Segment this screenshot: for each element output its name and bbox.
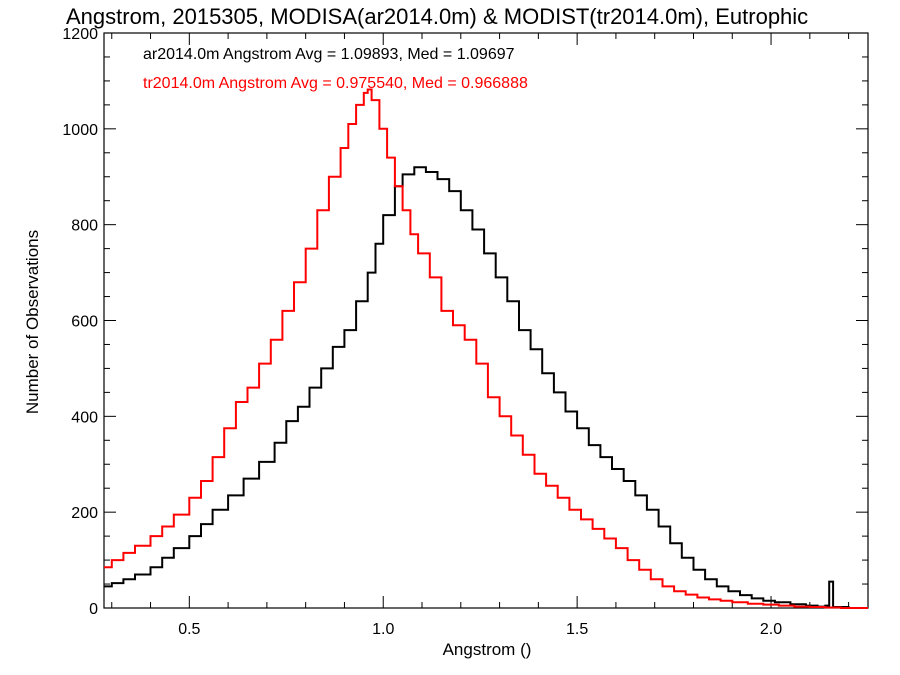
x-tick-label: 2.0 — [760, 621, 782, 638]
y-axis-label: Number of Observations — [23, 230, 42, 414]
plot-border — [103, 32, 869, 609]
y-tick-label: 0 — [89, 601, 98, 618]
chart-title: Angstrom, 2015305, MODISA(ar2014.0m) & M… — [66, 4, 808, 29]
x-tick-label: 1.5 — [566, 621, 588, 638]
legend: ar2014.0m Angstrom Avg = 1.09893, Med = … — [143, 46, 528, 92]
y-tick-label: 200 — [71, 505, 98, 522]
legend-entry: ar2014.0m Angstrom Avg = 1.09893, Med = … — [143, 46, 515, 63]
y-tick-label: 800 — [71, 218, 98, 235]
y-tick-label: 1000 — [62, 122, 98, 139]
series-line-ar2014 — [104, 166, 868, 609]
x-tick-label: 1.0 — [372, 621, 394, 638]
y-tick-label: 600 — [71, 314, 98, 331]
legend-entry: tr2014.0m Angstrom Avg = 0.975540, Med =… — [143, 75, 528, 92]
x-axis-label: Angstrom () — [443, 640, 532, 659]
y-tick-label: 1200 — [62, 26, 98, 43]
plot-frame — [103, 32, 869, 609]
y-tick-label: 400 — [71, 409, 98, 426]
axis-ticks: 0.5 1.0 1.5 2.0 0 200 400 600 800 1000 1200 — [62, 26, 868, 638]
data-series — [104, 88, 868, 609]
x-tick-label: 0.5 — [178, 621, 200, 638]
series-line-tr2014 — [104, 88, 868, 609]
